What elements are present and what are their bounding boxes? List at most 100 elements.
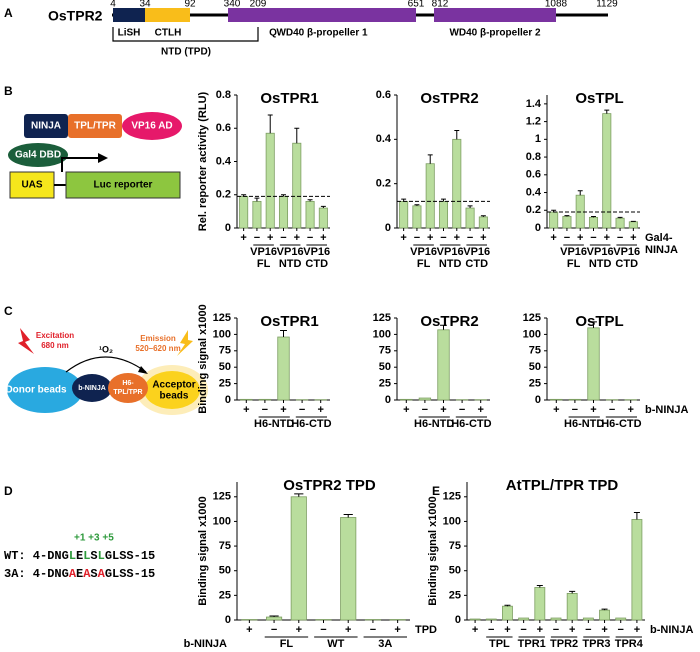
x-tick-label: − <box>262 404 268 416</box>
sequence-part: E <box>76 567 83 581</box>
bar <box>277 336 290 401</box>
x-tick-label: + <box>427 232 433 244</box>
luc-box <box>65 171 181 199</box>
ninja-ellipse <box>72 374 112 402</box>
y-axis-label: Binding signal x1000 <box>197 496 209 605</box>
panel-letter: A <box>4 6 13 20</box>
error-bar <box>564 215 570 217</box>
y-tick-label: 0.4 <box>526 186 542 198</box>
x-tick-label: − <box>520 624 526 636</box>
bar <box>562 216 572 229</box>
y-axis-label: Binding signal x1000 <box>197 304 209 413</box>
position: 340 <box>224 0 241 10</box>
x-tick-label: + <box>590 404 596 416</box>
x-tick-label: + <box>345 624 351 636</box>
y-tick-label: 125 <box>523 312 541 324</box>
wd40-domain <box>434 8 556 22</box>
y-tick-label: 0.6 <box>526 169 541 181</box>
bar <box>465 207 475 229</box>
arrow-head <box>98 153 108 163</box>
x-tick-label: − <box>440 232 446 244</box>
x-tick-label: − <box>553 624 559 636</box>
bar <box>615 617 627 621</box>
bar <box>485 618 497 621</box>
panel-letter: E <box>432 484 440 498</box>
chart-title: OsTPL <box>575 90 623 107</box>
sequence-part: E <box>76 549 83 563</box>
y-tick-label: 25 <box>449 589 461 601</box>
sequence-part: S <box>90 549 97 563</box>
y-tick-label: 100 <box>443 515 461 527</box>
bar <box>425 163 435 229</box>
bar <box>278 196 289 229</box>
error-bar <box>569 590 576 594</box>
bar <box>518 617 530 621</box>
row-label: b-NINJA <box>645 404 688 416</box>
y-tick-label: 1.4 <box>526 98 542 110</box>
y-tick-label: 1.2 <box>526 116 541 128</box>
group-label: H6-CTD <box>451 418 491 430</box>
part-label: TPL/TPR <box>113 389 142 396</box>
group-label: TPR4 <box>615 638 644 650</box>
x-tick-label: + <box>504 624 510 636</box>
bar <box>438 200 449 229</box>
x-tick-label: + <box>317 404 323 416</box>
emission-label: Emission <box>140 334 176 343</box>
part-label: H6- <box>122 380 134 387</box>
y-tick-label: 0.2 <box>216 189 231 201</box>
y-tick-label: 100 <box>213 515 231 527</box>
position: 812 <box>432 0 449 10</box>
bar <box>252 200 262 229</box>
x-tick-label: + <box>634 624 640 636</box>
tpr-box <box>68 114 122 138</box>
x-tick-label: + <box>553 404 559 416</box>
x-tick-label: − <box>320 624 326 636</box>
x-tick-label: − <box>590 232 596 244</box>
domain-label: CTLH <box>155 28 182 39</box>
error-bar <box>281 194 286 197</box>
sequence: 3A: 4-DNGAEASAGLSS-15 <box>4 567 155 581</box>
y-tick-label: 75 <box>219 540 231 552</box>
y-tick-label: 0 <box>385 394 391 406</box>
domain-label: WD40 β-propeller 1 <box>276 28 368 39</box>
domain-label: WD40 β-propeller 2 <box>449 28 541 39</box>
x-tick-label: − <box>414 232 420 244</box>
x-tick-label: + <box>537 624 543 636</box>
bar <box>266 616 283 621</box>
chart-title: OsTPR2 TPD <box>283 477 376 494</box>
y-tick-label: 0 <box>455 614 461 626</box>
y-tick-label: 0.4 <box>216 155 232 167</box>
x-tick-label: + <box>577 232 583 244</box>
x-tick-label: + <box>294 232 300 244</box>
bar <box>412 205 422 229</box>
bar <box>534 587 546 621</box>
bar <box>399 200 409 229</box>
x-tick-label: − <box>617 232 623 244</box>
error-bar <box>591 215 596 218</box>
error-bar <box>617 216 623 219</box>
x-tick-label: + <box>243 404 249 416</box>
sequence-part: WT: 4-DNG <box>4 549 69 563</box>
group-label: VP16 <box>613 246 640 258</box>
bar <box>340 517 357 621</box>
row-label: b-NINJA <box>184 638 227 650</box>
sequence-part: S <box>90 567 97 581</box>
row-label: b-NINJA <box>650 624 693 636</box>
error-bar <box>536 585 543 588</box>
x-tick-label: − <box>609 404 615 416</box>
excitation-label: 680 nm <box>41 341 69 350</box>
position: 651 <box>408 0 425 10</box>
sequence-part: L <box>69 549 76 563</box>
error-bar <box>269 615 279 618</box>
y-tick-label: 75 <box>379 345 391 357</box>
bar <box>290 496 307 621</box>
x-tick-label: − <box>307 232 313 244</box>
bar <box>240 398 253 401</box>
sequence-part: L <box>83 549 90 563</box>
y-tick-label: 25 <box>379 378 391 390</box>
group-label: H6-NTD <box>414 418 454 430</box>
part-label: b-NINJA <box>78 385 106 392</box>
sequence: WT: 4-DNGLELSLGLSS-15 <box>4 549 155 563</box>
x-tick-label: + <box>601 624 607 636</box>
